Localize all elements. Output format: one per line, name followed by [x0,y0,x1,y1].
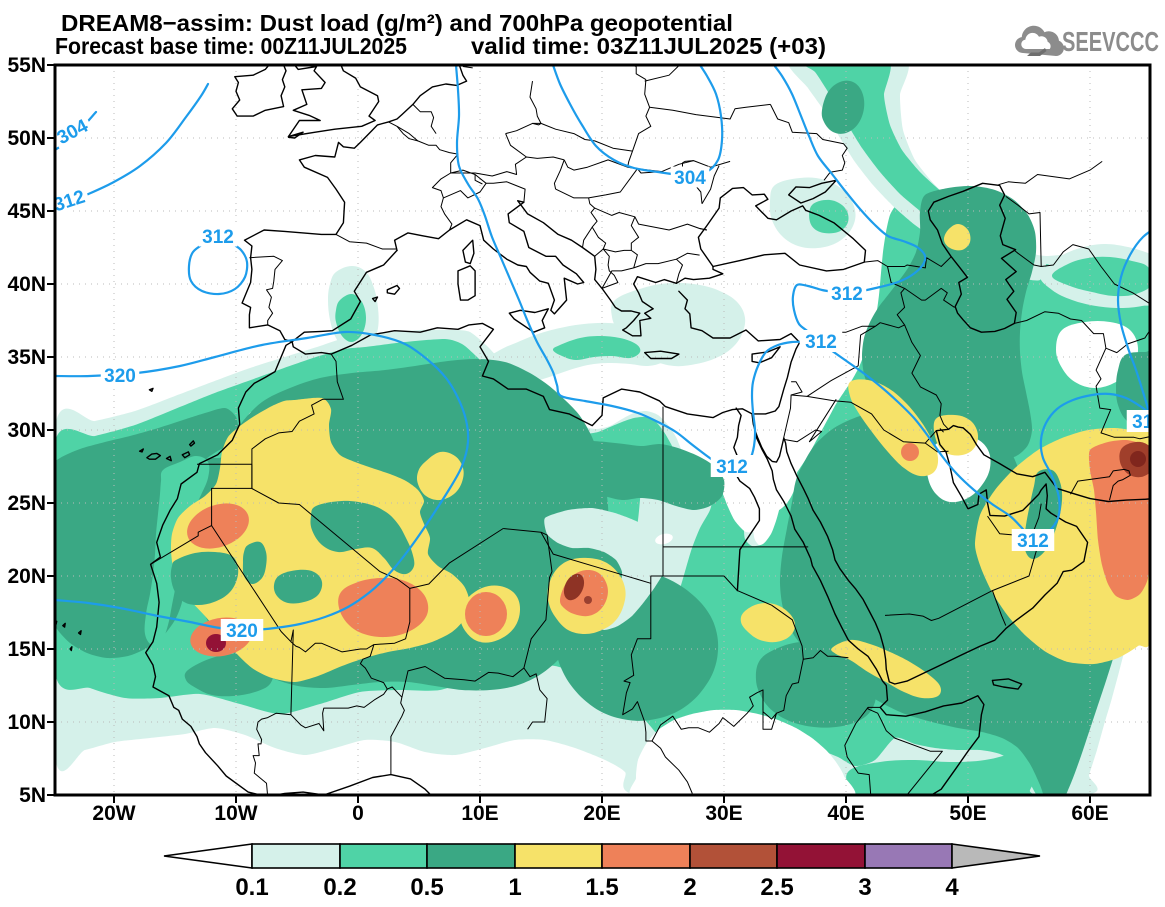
svg-text:1.5: 1.5 [585,874,618,901]
svg-text:0.1: 0.1 [235,874,268,901]
svg-text:30N: 30N [7,419,46,442]
svg-text:312: 312 [1017,531,1049,552]
svg-text:304: 304 [674,168,706,189]
svg-text:3: 3 [858,874,871,901]
svg-text:320: 320 [226,621,258,642]
svg-text:15N: 15N [7,638,46,661]
svg-text:312: 312 [716,457,748,478]
svg-text:60E: 60E [1071,802,1108,825]
svg-text:45N: 45N [7,200,46,223]
svg-text:1: 1 [508,874,521,901]
svg-text:valid time: 03Z11JUL2025 (+03): valid time: 03Z11JUL2025 (+03) [471,33,826,59]
svg-text:312: 312 [1132,412,1164,433]
svg-text:20W: 20W [92,802,135,825]
svg-text:55N: 55N [7,54,46,77]
svg-text:4: 4 [945,874,959,901]
svg-text:30E: 30E [705,802,742,825]
svg-text:40E: 40E [827,802,864,825]
svg-text:50E: 50E [949,802,986,825]
svg-text:0: 0 [352,802,364,825]
svg-text:40N: 40N [7,273,46,296]
svg-text:5N: 5N [19,784,46,807]
svg-text:10E: 10E [461,802,498,825]
svg-text:SEEVCCC: SEEVCCC [1062,26,1159,57]
svg-text:25N: 25N [7,492,46,515]
svg-text:0.2: 0.2 [323,874,356,901]
svg-text:320: 320 [104,366,136,387]
svg-text:50N: 50N [7,127,46,150]
svg-text:312: 312 [831,284,863,305]
svg-text:312: 312 [202,227,234,248]
svg-text:10W: 10W [214,802,257,825]
svg-text:10N: 10N [7,711,46,734]
svg-text:0.5: 0.5 [410,874,443,901]
svg-text:DREAM8−assim: Dust load (g/m²): DREAM8−assim: Dust load (g/m²) and 700hP… [61,10,733,36]
svg-text:20N: 20N [7,565,46,588]
svg-text:35N: 35N [7,346,46,369]
svg-text:2.5: 2.5 [760,874,793,901]
svg-text:20E: 20E [583,802,620,825]
svg-text:312: 312 [805,332,837,353]
svg-text:Forecast base time: 00Z11JUL20: Forecast base time: 00Z11JUL2025 [55,33,407,59]
svg-text:2: 2 [683,874,696,901]
